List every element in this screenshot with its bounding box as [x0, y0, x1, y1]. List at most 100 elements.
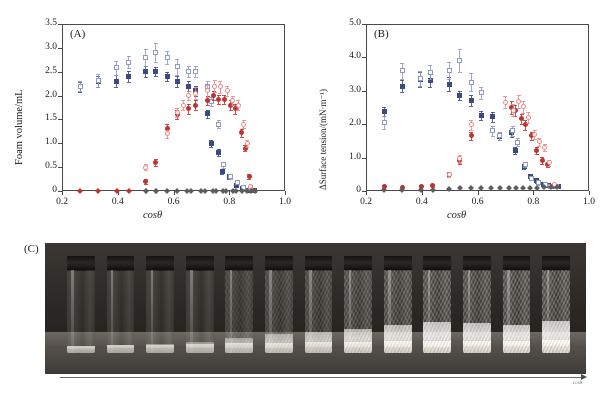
data-point-marker [193, 69, 199, 75]
data-point-marker [186, 69, 192, 75]
error-bar-cap [241, 120, 246, 122]
error-bar-cap [193, 65, 198, 67]
data-point-marker [457, 92, 463, 98]
error-bar-cap [218, 92, 223, 94]
data-point-marker [381, 109, 387, 114]
data-point-marker [242, 145, 248, 151]
data-point-marker [478, 90, 484, 96]
error-bar-cap [457, 164, 462, 166]
data-point-marker [153, 50, 159, 56]
error-bar-cap [490, 126, 495, 128]
error-bar-cap [143, 183, 148, 185]
panel-b-plot-frame [366, 24, 589, 191]
vial-body [423, 269, 452, 354]
vial-foam [146, 344, 174, 349]
error-bar-cap [241, 128, 246, 130]
vial-foam [383, 324, 412, 347]
vial-cap [304, 256, 333, 271]
error-bar-cap [521, 112, 526, 114]
y-tick-label: 4.0 [349, 51, 361, 62]
error-bar-cap [382, 128, 387, 130]
error-bar-cap [221, 167, 226, 169]
data-point-marker [239, 130, 245, 136]
data-point-marker [522, 122, 528, 128]
error-bar-cap [126, 55, 131, 57]
error-bar-cap [497, 140, 502, 142]
error-bar-cap [193, 109, 198, 111]
vial-foam [463, 322, 491, 347]
error-bar-cap [529, 131, 534, 133]
y-tick-mark [362, 24, 366, 25]
vial-cap [344, 256, 372, 271]
vial-cap [542, 256, 571, 271]
error-bar-cap [418, 71, 423, 73]
error-bar-cap [418, 86, 423, 88]
error-bar-cap [526, 112, 531, 114]
x-tick-label: 0.2 [56, 197, 68, 207]
x-tick-label: 0.4 [415, 197, 428, 207]
vial-liquid [225, 343, 254, 354]
error-bar-cap [457, 90, 462, 92]
error-bar-cap [239, 128, 244, 130]
vial-cap [146, 256, 174, 271]
data-point-marker [221, 162, 227, 168]
x-tick-mark [229, 191, 231, 195]
error-bar-cap [547, 165, 552, 167]
y-tick-label: 3.5 [45, 18, 57, 28]
vial-cap [265, 256, 293, 271]
data-point-marker [512, 147, 518, 153]
data-point-marker [546, 160, 552, 166]
vial-highlight [348, 269, 352, 354]
data-point-marker [164, 131, 170, 137]
error-bar-cap [519, 123, 524, 125]
error-bar-cap [537, 137, 542, 139]
data-point-marker [232, 106, 238, 112]
vial-cap [106, 256, 135, 271]
data-point-marker [399, 83, 405, 89]
data-point-marker [193, 90, 199, 96]
error-bar-cap [165, 71, 170, 73]
error-bar-cap [457, 49, 462, 51]
data-point-marker [519, 116, 525, 122]
error-bar-cap [212, 80, 217, 82]
data-point-marker [205, 97, 211, 103]
vial-dispersion [463, 269, 491, 354]
error-bar-cap [529, 180, 534, 182]
data-point-marker [193, 102, 199, 108]
error-bar-cap [143, 170, 148, 171]
vial-foam [502, 324, 531, 347]
error-bar-cap [245, 139, 250, 141]
vial-liquid [66, 345, 95, 354]
error-bar-cap [428, 64, 433, 66]
error-bar-cap [233, 104, 238, 106]
vial-highlight [229, 269, 233, 354]
data-point-marker [174, 78, 180, 84]
vial-body [463, 269, 491, 354]
error-bar-cap [513, 146, 518, 148]
data-point-marker [529, 175, 535, 181]
y-tick-mark [58, 167, 62, 169]
error-bar-cap [418, 87, 423, 89]
error-bar-cap [153, 66, 158, 68]
x-tick-label: 1.0 [583, 197, 595, 207]
data-point-marker [520, 104, 526, 110]
error-bar-cap [186, 100, 191, 102]
sample-vial [344, 256, 372, 354]
error-bar-cap [220, 174, 225, 176]
data-point-marker [522, 161, 528, 167]
error-bar-cap [228, 179, 233, 181]
error-bar-cap [513, 115, 518, 117]
vial-cap [383, 256, 412, 271]
error-bar-cap [153, 62, 158, 64]
error-bar-cap [509, 101, 514, 103]
error-bar-cap [457, 72, 462, 74]
sample-vial [66, 256, 95, 354]
x-tick-label: 1.0 [279, 197, 291, 207]
error-bar-cap [516, 94, 521, 96]
error-bar-cap [236, 100, 241, 102]
data-point-marker [468, 98, 474, 104]
error-bar-cap [165, 64, 170, 66]
data-point-marker [164, 54, 170, 60]
error-bar-cap [216, 94, 221, 96]
